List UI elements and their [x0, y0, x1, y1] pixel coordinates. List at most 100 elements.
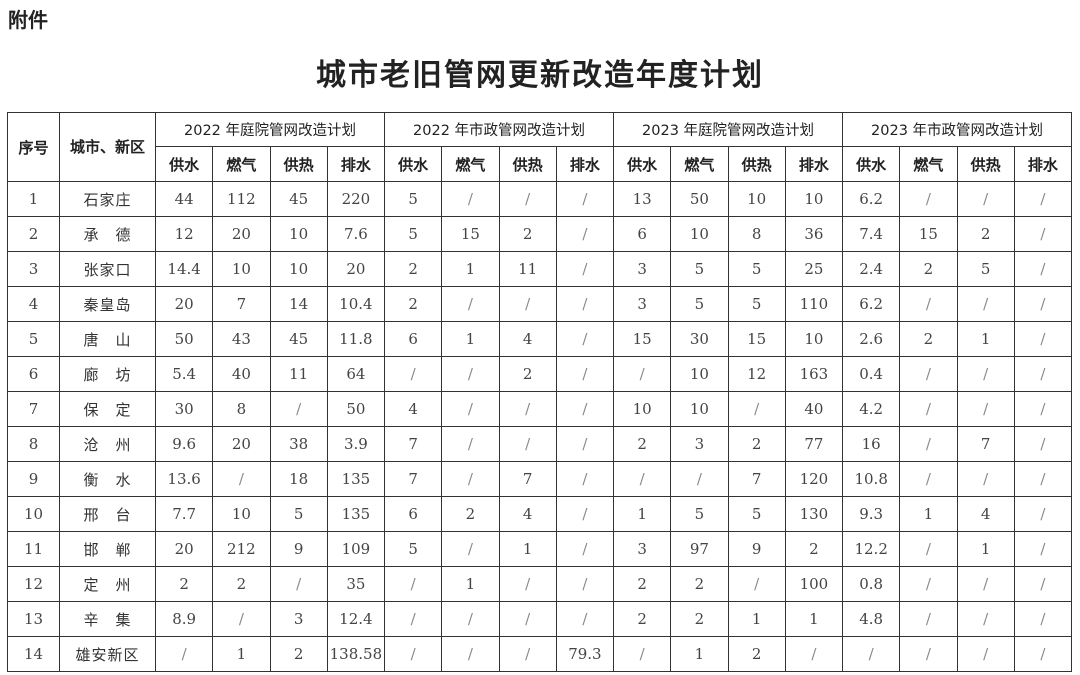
cell-city: 雄安新区	[59, 636, 156, 672]
cell-value: /	[498, 391, 557, 427]
cell-value: 38	[269, 426, 328, 462]
cell-value: /	[1013, 356, 1073, 392]
cell-seq: 8	[7, 426, 60, 462]
cell-value: /	[1013, 181, 1073, 217]
cell-city: 定 州	[59, 566, 156, 602]
cell-value: /	[555, 251, 615, 287]
cell-value: /	[956, 566, 1015, 602]
cell-value: 10	[670, 216, 729, 252]
cell-value: /	[1013, 321, 1073, 357]
cell-value: 1	[956, 321, 1015, 357]
cell-value: 5.4	[154, 356, 214, 392]
cell-city: 秦皇岛	[59, 286, 156, 322]
cell-value: /	[555, 601, 615, 637]
cell-value: /	[1013, 461, 1073, 497]
cell-value: 18	[269, 461, 328, 497]
cell-value: /	[1013, 216, 1073, 252]
header-seq: 序号	[7, 112, 60, 182]
cell-value: /	[899, 426, 958, 462]
cell-value: 10	[269, 216, 328, 252]
cell-value: /	[555, 461, 615, 497]
cell-value: 8	[727, 216, 786, 252]
cell-value: /	[384, 566, 443, 602]
cell-value: /	[441, 181, 500, 217]
cell-seq: 9	[7, 461, 60, 497]
cell-value: /	[727, 391, 786, 427]
header-subcol: 供热	[269, 146, 328, 182]
cell-value: 10.4	[326, 286, 386, 322]
cell-value: 15	[727, 321, 786, 357]
cell-value: 14	[269, 286, 328, 322]
header-group: 2023 年市政管网改造计划	[842, 112, 1073, 147]
cell-value: /	[1013, 531, 1073, 567]
cell-value: /	[154, 636, 214, 672]
cell-city: 承 德	[59, 216, 156, 252]
cell-value: 44	[154, 181, 214, 217]
cell-value: /	[1013, 601, 1073, 637]
cell-value: 135	[326, 461, 386, 497]
cell-value: /	[899, 356, 958, 392]
cell-city: 邢 台	[59, 496, 156, 532]
cell-value: 15	[899, 216, 958, 252]
cell-value: 7	[956, 426, 1015, 462]
header-subcol: 排水	[555, 146, 615, 182]
cell-value: 6	[613, 216, 672, 252]
cell-value: /	[899, 391, 958, 427]
cell-value: 2.4	[842, 251, 901, 287]
cell-value: /	[498, 636, 557, 672]
cell-value: 25	[784, 251, 844, 287]
cell-value: 45	[269, 181, 328, 217]
cell-value: 10	[212, 251, 271, 287]
cell-value: 109	[326, 531, 386, 567]
cell-value: 10	[784, 321, 844, 357]
header-subcol: 排水	[1013, 146, 1073, 182]
cell-value: 5	[384, 181, 443, 217]
cell-value: /	[384, 636, 443, 672]
cell-value: 220	[326, 181, 386, 217]
cell-seq: 12	[7, 566, 60, 602]
cell-value: 2	[212, 566, 271, 602]
cell-value: /	[899, 461, 958, 497]
header-subcol: 排水	[326, 146, 386, 182]
cell-value: 1	[899, 496, 958, 532]
table-row: 14 雄安新区/1 2 138.58///79.3/1 2// / / /	[7, 636, 1073, 672]
cell-value: /	[899, 181, 958, 217]
cell-value: /	[956, 391, 1015, 427]
cell-value: 3	[269, 601, 328, 637]
cell-value: 20	[154, 286, 214, 322]
cell-value: 64	[326, 356, 386, 392]
cell-value: 13	[613, 181, 672, 217]
cell-value: 7.7	[154, 496, 214, 532]
cell-value: 120	[784, 461, 844, 497]
cell-value: 7	[727, 461, 786, 497]
header-group: 2022 年市政管网改造计划	[384, 112, 615, 147]
cell-value: 7	[384, 461, 443, 497]
cell-value: /	[555, 566, 615, 602]
table-row: 12 定 州 2 2/35/1//2 2/100 0.8// /	[7, 566, 1073, 602]
header-subcol: 供水	[842, 146, 901, 182]
header-subcol: 供水	[154, 146, 214, 182]
attachment-label: 附件	[8, 8, 48, 32]
table-row: 11 邯 郸 20 212 9 109 5/1/3 97 9 2 12.2/1/	[7, 531, 1073, 567]
cell-value: 2	[613, 426, 672, 462]
cell-value: /	[555, 531, 615, 567]
cell-value: 7.6	[326, 216, 386, 252]
cell-value: 5	[727, 496, 786, 532]
cell-value: 79.3	[555, 636, 615, 672]
cell-value: /	[670, 461, 729, 497]
cell-value: /	[613, 461, 672, 497]
cell-value: 1	[441, 321, 500, 357]
cell-value: 9	[269, 531, 328, 567]
cell-seq: 1	[7, 181, 60, 217]
cell-value: 4	[498, 321, 557, 357]
cell-value: /	[899, 531, 958, 567]
cell-value: /	[899, 566, 958, 602]
header-group: 2023 年庭院管网改造计划	[613, 112, 844, 147]
cell-value: 100	[784, 566, 844, 602]
header-subcol: 供热	[498, 146, 557, 182]
cell-value: 6	[384, 496, 443, 532]
cell-value: 5	[384, 531, 443, 567]
cell-value: /	[555, 426, 615, 462]
cell-value: /	[956, 461, 1015, 497]
header-subcol: 燃气	[441, 146, 500, 182]
